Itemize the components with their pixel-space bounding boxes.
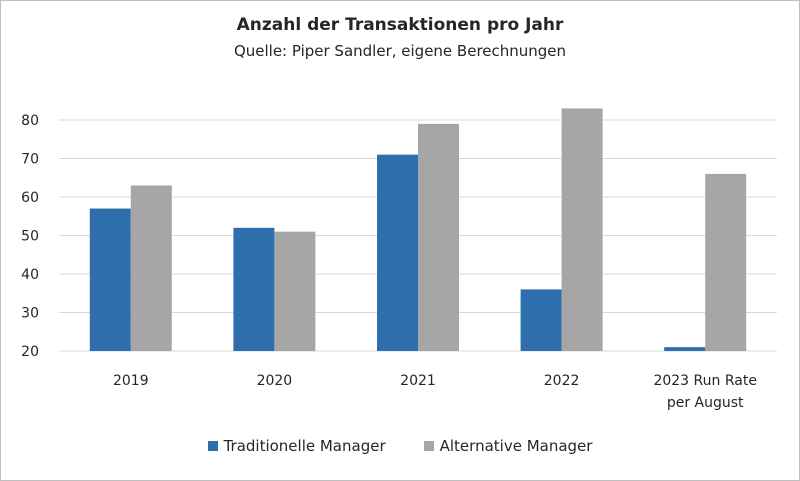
x-tick-label-1: 2020 xyxy=(257,373,293,389)
x-tick-label-4-line-0: 2023 Run Rate xyxy=(653,373,756,389)
y-tick-label-20: 20 xyxy=(21,344,39,360)
bar-traditionelle-4 xyxy=(664,347,706,351)
legend-label-traditionelle: Traditionelle Manager xyxy=(223,437,386,455)
chart-plot: 20 30 40 50 60 70 80 2019 2020 2021 2022 2023 Run R… xyxy=(21,108,777,411)
chart-legend: Traditionelle Manager Alternative Manage… xyxy=(1,437,799,455)
bar-alternative-2 xyxy=(418,123,459,351)
y-tick-label-50: 50 xyxy=(21,229,39,245)
chart-subtitle: Quelle: Piper Sandler, eigene Berechnung… xyxy=(233,42,567,60)
bar-alternative-4 xyxy=(705,173,747,351)
legend-swatch-traditionelle xyxy=(207,441,218,451)
bar-traditionelle-0 xyxy=(89,208,131,351)
y-tick-label-60: 60 xyxy=(21,190,39,206)
x-tick-label-2: 2021 xyxy=(400,373,436,389)
legend-item-traditionelle: Traditionelle Manager xyxy=(207,437,386,455)
y-tick-label-40: 40 xyxy=(21,267,39,283)
legend-swatch-alternative xyxy=(423,441,434,451)
y-tick-label-80: 80 xyxy=(21,113,39,129)
bar-alternative-0 xyxy=(130,185,172,351)
legend-item-alternative: Alternative Manager xyxy=(423,437,593,455)
y-tick-label-70: 70 xyxy=(21,152,39,168)
bar-alternative-1 xyxy=(274,231,316,351)
x-tick-label-3: 2022 xyxy=(544,373,580,389)
x-tick-label-4-line-1: per August xyxy=(667,395,744,411)
bar-traditionelle-2 xyxy=(377,154,418,351)
bar-alternative-3 xyxy=(561,108,603,351)
bar-traditionelle-1 xyxy=(233,227,275,351)
chart-title: Anzahl der Transaktionen pro Jahr xyxy=(236,15,564,35)
bar-traditionelle-3 xyxy=(520,289,562,351)
legend-label-alternative: Alternative Manager xyxy=(439,437,593,455)
x-tick-label-0: 2019 xyxy=(113,373,149,389)
y-tick-label-30: 30 xyxy=(21,306,39,322)
